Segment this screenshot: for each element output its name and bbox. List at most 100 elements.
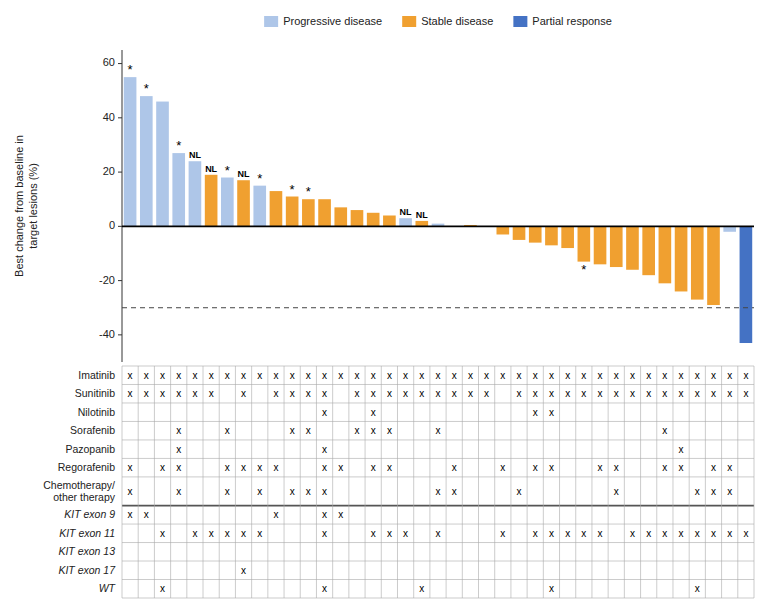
table-mark: x: [436, 370, 441, 381]
table-mark: x: [452, 370, 457, 381]
table-column-rule: [591, 366, 592, 598]
y-tick: [118, 117, 122, 118]
table-mark: x: [322, 370, 327, 381]
table-mark: x: [679, 388, 684, 399]
table-mark: x: [581, 388, 586, 399]
y-tick: [118, 334, 122, 335]
table-column-rule: [737, 366, 738, 598]
legend-swatch: [402, 16, 416, 27]
table-mark: x: [192, 370, 197, 381]
table-mark: x: [387, 388, 392, 399]
annotation: NL: [416, 210, 428, 220]
bar: [205, 175, 218, 227]
table-mark: x: [241, 528, 246, 539]
table-mark: x: [371, 462, 376, 473]
table-mark: x: [581, 370, 586, 381]
table-rule: [122, 561, 754, 562]
table-mark: x: [387, 528, 392, 539]
table-mark: x: [614, 370, 619, 381]
table-mark: x: [419, 388, 424, 399]
table-mark: x: [128, 509, 133, 520]
table-rule: [122, 476, 754, 477]
table-mark: x: [322, 444, 327, 455]
table: Imatinibxxxxxxxxxxxxxxxxxxxxxxxxxxxxxxxx…: [43, 366, 754, 598]
table-mark: x: [338, 462, 343, 473]
table-rule: [122, 598, 754, 599]
table-mark: x: [662, 528, 667, 539]
table-mark: x: [290, 486, 295, 497]
bar: [124, 77, 137, 226]
table-mark: x: [371, 388, 376, 399]
bars: [124, 77, 752, 343]
table-column-rule: [624, 366, 625, 598]
y-axis-label: Best change from baseline intarget lesio…: [13, 135, 38, 277]
table-column-rule: [754, 366, 755, 598]
table-mark: x: [727, 462, 732, 473]
table-mark: x: [695, 370, 700, 381]
table-mark: x: [176, 425, 181, 436]
table-mark: x: [727, 388, 732, 399]
table-column-rule: [122, 366, 123, 598]
table-mark: x: [679, 370, 684, 381]
legend-swatch: [513, 16, 527, 27]
table-column-rule: [575, 366, 576, 598]
table-mark: x: [517, 486, 522, 497]
annotation: *: [257, 171, 262, 186]
table-mark: x: [144, 509, 149, 520]
table-mark: x: [387, 425, 392, 436]
table-column-rule: [332, 366, 333, 598]
table-row-label-line: KIT exon 11: [59, 527, 115, 539]
bar: [189, 161, 202, 226]
table-column-rule: [462, 366, 463, 598]
table-mark: x: [468, 370, 473, 381]
bar: [286, 197, 299, 227]
table-mark: x: [176, 370, 181, 381]
table-row-label: Pazopanib: [65, 443, 115, 455]
bar: [399, 218, 412, 226]
table-mark: x: [468, 388, 473, 399]
table-row-label-line: Chemotherapy/: [43, 479, 115, 491]
table-mark: x: [306, 486, 311, 497]
y-tick-label: 40: [103, 111, 115, 123]
bar: [367, 213, 380, 227]
table-mark: x: [160, 370, 165, 381]
table-column-rule: [284, 366, 285, 598]
table-mark: x: [679, 462, 684, 473]
table-mark: x: [241, 565, 246, 576]
table-mark: x: [371, 370, 376, 381]
table-mark: x: [403, 528, 408, 539]
table-mark: x: [598, 462, 603, 473]
table-row-label: WT: [99, 582, 117, 594]
table-mark: x: [549, 407, 554, 418]
bar: [172, 153, 185, 226]
table-mark: x: [225, 486, 230, 497]
y-axis-label-line: Best change from baseline in: [13, 135, 25, 277]
y-tick: [118, 280, 122, 281]
table-mark: x: [403, 388, 408, 399]
bar: [221, 178, 234, 227]
table-mark: x: [533, 407, 538, 418]
table-row-label-line: Nilotinib: [78, 406, 116, 418]
table-mark: x: [695, 528, 700, 539]
table-mark: x: [533, 370, 538, 381]
table-row-label-line: Sorafenib: [70, 424, 115, 436]
table-column-rule: [235, 366, 236, 598]
table-mark: x: [257, 462, 262, 473]
table-mark: x: [209, 388, 214, 399]
table-mark: x: [598, 370, 603, 381]
bar: [513, 226, 526, 240]
table-mark: x: [290, 388, 295, 399]
table-column-rule: [656, 366, 657, 598]
table-mark: x: [273, 509, 278, 520]
table-mark: x: [338, 370, 343, 381]
table-mark: x: [290, 370, 295, 381]
table-mark: x: [549, 388, 554, 399]
table-row-label: KIT exon 17: [58, 564, 116, 576]
table-mark: x: [322, 528, 327, 539]
table-row-label: KIT exon 11: [59, 527, 115, 539]
table-mark: x: [646, 370, 651, 381]
table-mark: x: [436, 425, 441, 436]
table-row-label-line: Regorafenib: [58, 461, 115, 473]
annotation: *: [290, 182, 295, 197]
table-row-label-line: Pazopanib: [65, 443, 115, 455]
